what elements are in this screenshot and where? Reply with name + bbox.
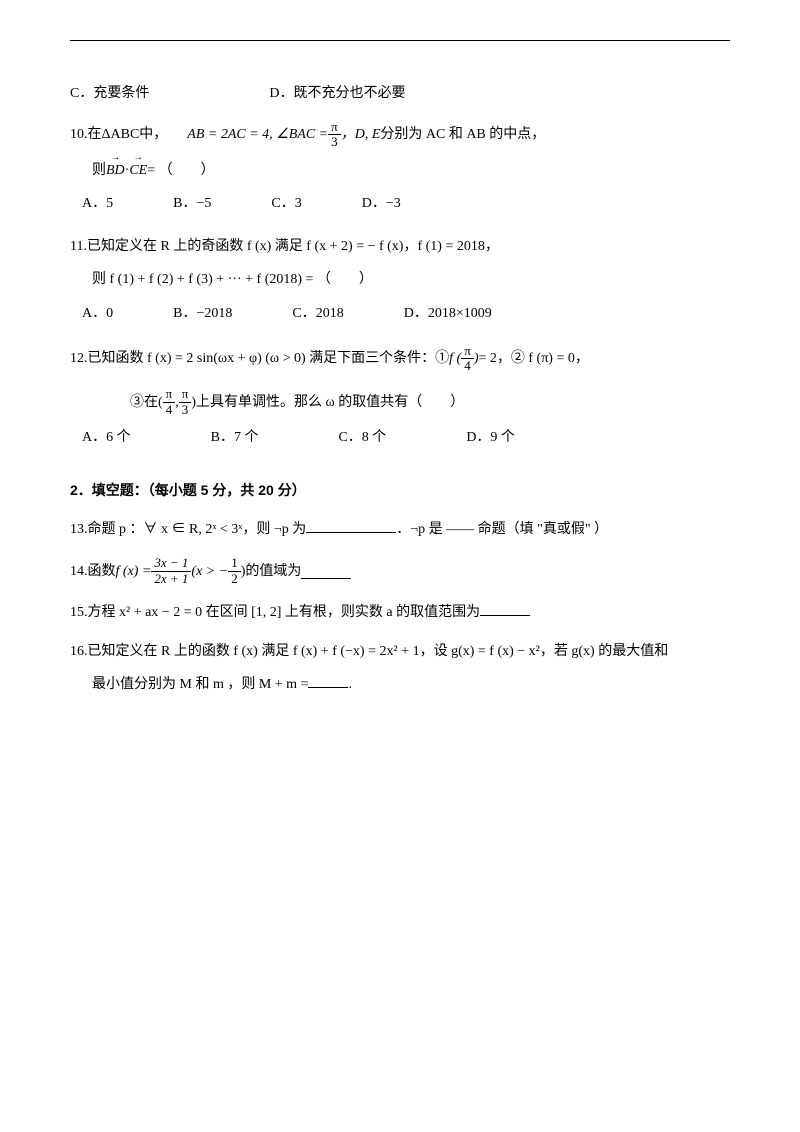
q10-frac-num: π <box>328 120 341 135</box>
q12-text1b: ，② f (π) = 0， <box>497 346 589 371</box>
q14-frac2: 1 2 <box>228 556 241 586</box>
q12-fpi4: f ( <box>449 346 461 371</box>
q15: 15. 方程 x² + ax − 2 = 0 在区间 [1, 2] 上有根，则实… <box>70 600 730 625</box>
q12-frac2-den: 4 <box>163 403 176 417</box>
q9-optD: D．既不充分也不必要 <box>269 81 405 106</box>
q12-A: A．6 个 <box>82 425 131 450</box>
q10-tail: 分别为 AC 和 AB 的中点， <box>380 122 545 147</box>
q10-prefix: 在 <box>88 122 102 147</box>
q10-line2b: = （ ） <box>147 158 214 183</box>
q13-num: 13. <box>70 517 88 542</box>
q10-frac-den: 3 <box>328 135 341 149</box>
q11-text1: 已知定义在 R 上的奇函数 f (x) 满足 f (x + 2) = − f (… <box>87 234 499 259</box>
q13: 13. 命题 p ：∀ x ∈ R, 2ˣ < 3ˣ，则 ¬p 为 ．¬p 是 … <box>70 517 730 542</box>
q14-frac1-den: 2x + 1 <box>151 572 191 586</box>
q16-num: 16. <box>70 639 88 664</box>
q12-frac1-num: π <box>461 344 474 359</box>
q12-B: B．7 个 <box>211 425 259 450</box>
q12-C: C．8 个 <box>338 425 386 450</box>
q12-frac2: π 4 <box>163 387 176 417</box>
q11-D: D．2018×1009 <box>404 301 492 326</box>
q14-num: 14. <box>70 559 88 584</box>
q12-frac3: π 3 <box>179 387 192 417</box>
q10-vec1: BD <box>106 158 125 183</box>
q11-text2: 则 f (1) + f (2) + f (3) + ··· + f (2018)… <box>92 267 373 292</box>
q16-text1: 已知定义在 R 上的函数 f (x) 满足 f (x) + f (−x) = 2… <box>88 639 669 664</box>
q12-num: 12. <box>70 346 88 371</box>
q16-dot: . <box>348 672 352 697</box>
q12-frac3-den: 3 <box>179 403 192 417</box>
q10-options: A．5 B．−5 C．3 D．−3 <box>82 191 730 216</box>
q14-frac2-num: 1 <box>228 556 241 571</box>
q10-num: 10. <box>70 122 88 147</box>
q12-options: A．6 个 B．7 个 C．8 个 D．9 个 <box>82 425 730 450</box>
q16-blank <box>308 673 348 688</box>
q12-line2a: ③在 <box>130 390 158 415</box>
q9-options: C．充要条件 D．既不充分也不必要 <box>70 81 730 106</box>
q10-A: A．5 <box>82 191 113 216</box>
q14-blank <box>301 564 351 579</box>
section2-title: 2．填空题：（每小题 5 分，共 20 分） <box>70 478 730 503</box>
q15-blank <box>480 601 530 616</box>
q12: 12. 已知函数 f (x) = 2 sin(ωx + φ) (ω > 0) 满… <box>70 344 730 450</box>
q14-frac1: 3x − 1 2x + 1 <box>151 556 191 586</box>
q12-frac1: π 4 <box>461 344 474 374</box>
q10-B: B．−5 <box>173 191 211 216</box>
q11-num: 11. <box>70 234 87 259</box>
q10-triangle: ΔABC <box>102 122 140 147</box>
q14-frac1-num: 3x − 1 <box>151 556 191 571</box>
q14-paren: (x > − <box>191 559 228 584</box>
q13-text: 命题 p ：∀ x ∈ R, 2ˣ < 3ˣ，则 ¬p 为 <box>88 517 307 542</box>
q11-options: A．0 B．−2018 C．2018 D．2018×1009 <box>82 301 730 326</box>
q15-num: 15. <box>70 600 88 625</box>
q10-frac: π 3 <box>328 120 341 150</box>
q16-text2: 最小值分别为 M 和 m ，则 M + m = <box>92 672 308 697</box>
q10-eq1: AB = 2AC = 4, ∠BAC = <box>187 122 328 147</box>
q14: 14. 函数 f (x) = 3x − 1 2x + 1 (x > − 1 2 … <box>70 556 730 586</box>
q10: 10. 在 ΔABC 中， AB = 2AC = 4, ∠BAC = π 3 ，… <box>70 120 730 216</box>
q12-frac3-num: π <box>179 387 192 402</box>
q14-frac2-den: 2 <box>228 572 241 586</box>
q12-frac1-den: 4 <box>461 359 474 373</box>
q10-mid: 中， <box>139 122 167 147</box>
q12-D: D．9 个 <box>466 425 515 450</box>
q12-line2b: 上具有单调性。那么 ω 的取值共有（ ） <box>196 390 464 415</box>
q14-pre: 函数 <box>88 559 116 584</box>
q10-C: C．3 <box>271 191 301 216</box>
q12-eq2: = 2 <box>478 346 496 371</box>
header-rule <box>70 40 730 41</box>
q10-line2a: 则 <box>92 158 106 183</box>
q11: 11. 已知定义在 R 上的奇函数 f (x) 满足 f (x + 2) = −… <box>70 234 730 326</box>
q10-D: D．−3 <box>362 191 401 216</box>
q11-A: A．0 <box>82 301 113 326</box>
q13-blank1 <box>306 518 396 533</box>
q13-text2: ．¬p 是 —— 命题（填 "真或假" ） <box>396 517 608 542</box>
q9-optC: C．充要条件 <box>70 81 149 106</box>
q14-fx: f (x) = <box>116 559 152 584</box>
q10-vec2: CE <box>129 158 147 183</box>
q15-text: 方程 x² + ax − 2 = 0 在区间 [1, 2] 上有根，则实数 a … <box>88 600 481 625</box>
q11-C: C．2018 <box>292 301 343 326</box>
q14-tail: 的值域为 <box>245 559 301 584</box>
q10-after: ，D, E <box>341 122 381 147</box>
q12-text1a: 已知函数 f (x) = 2 sin(ωx + φ) (ω > 0) 满足下面三… <box>88 346 450 371</box>
exam-page: C．充要条件 D．既不充分也不必要 10. 在 ΔABC 中， AB = 2AC… <box>0 0 800 772</box>
q12-frac2-num: π <box>163 387 176 402</box>
q11-B: B．−2018 <box>173 301 232 326</box>
q16: 16. 已知定义在 R 上的函数 f (x) 满足 f (x) + f (−x)… <box>70 639 730 697</box>
